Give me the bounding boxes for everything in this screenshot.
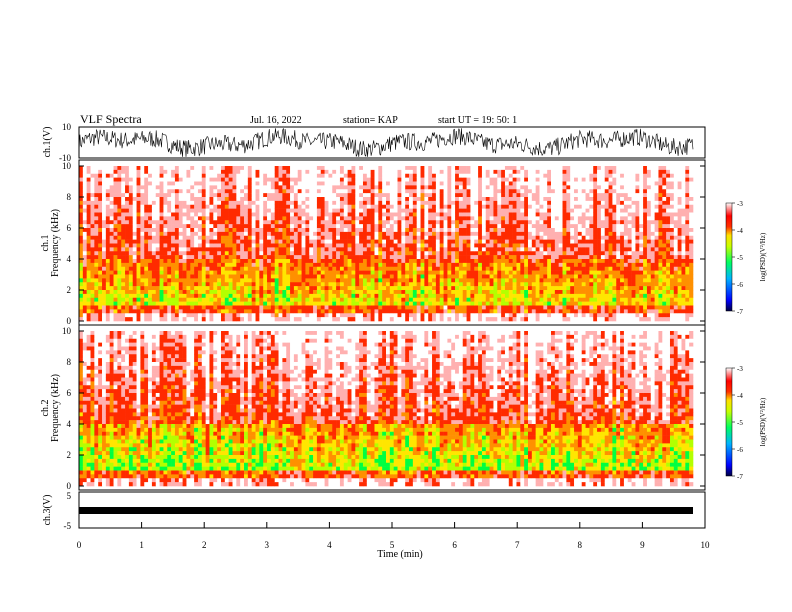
colorbar-ch2: -3 -4 -5 -6 -7 log(PSD)(V²/Hz) xyxy=(725,365,767,481)
ch1-ylabel-channel: ch.1 xyxy=(40,235,51,252)
panel-ch3-waveform: 5 -5 ch.3(V) 0 1 2 3 4 5 6 7 8 9 10 Time (min) xyxy=(42,491,710,560)
spec1ticks-ytick: 10 xyxy=(62,161,72,171)
spec2ticks-ytick: 8 xyxy=(67,357,72,367)
spec2ticks-ytick: 2 xyxy=(67,450,72,460)
colorbar-ch1-label: log(PSD)(V²/Hz) xyxy=(759,232,767,281)
x-tick-label: 0 xyxy=(77,540,82,550)
spec1ticks-ytick: 6 xyxy=(67,223,72,233)
x-tick-label: 1 xyxy=(139,540,144,550)
x-axis-label: Time (min) xyxy=(377,549,422,560)
cb2ticks-tick: -4 xyxy=(737,392,743,400)
x-tick-label: 6 xyxy=(452,540,457,550)
ch3-ytick-top: 5 xyxy=(67,491,72,501)
ch1-ylabel: ch.1(V) xyxy=(42,127,53,158)
ch2-ylabel-frequency: Frequency (kHz) xyxy=(50,374,61,442)
x-tick-label: 7 xyxy=(515,540,520,550)
ch1-ytick-bottom: -10 xyxy=(59,153,71,163)
ch3-waveform-band xyxy=(79,507,693,514)
panel-ch1-waveform: 10 -10 ch.1(V) xyxy=(42,122,706,163)
spec1ticks-ytick: 4 xyxy=(67,254,72,264)
spec2ticks-ytick: 10 xyxy=(62,326,72,336)
colorbar-ch2-label: log(PSD)(V²/Hz) xyxy=(759,397,767,446)
ch1-ylabel-frequency: Frequency (kHz) xyxy=(50,209,61,277)
cb1ticks-tick: -3 xyxy=(737,200,743,208)
cb1ticks-tick: -5 xyxy=(737,254,743,262)
x-tick-label: 8 xyxy=(578,540,583,550)
x-tick-label: 3 xyxy=(265,540,270,550)
header-start-time: start UT = 19: 50: 1 xyxy=(438,115,517,126)
ch2-ylabel-channel: ch.2 xyxy=(40,400,51,417)
x-tick-label: 4 xyxy=(327,540,332,550)
x-tick-label: 10 xyxy=(701,540,711,550)
ch2-spectrogram-image xyxy=(79,331,694,487)
cb2ticks-tick: -3 xyxy=(737,365,743,373)
cb2ticks-tick: -6 xyxy=(737,446,743,454)
spec1ticks-ytick: 2 xyxy=(67,285,72,295)
cb1ticks-tick: -6 xyxy=(737,281,743,289)
cb1ticks-tick: -4 xyxy=(737,227,743,235)
cb2ticks-tick: -5 xyxy=(737,419,743,427)
ch1-spectrogram-image xyxy=(79,166,694,322)
ch1-waveform-line xyxy=(78,128,694,157)
x-tick-label: 5 xyxy=(390,540,395,550)
ch1-ytick-top: 10 xyxy=(62,122,72,132)
spec2ticks-ytick: 4 xyxy=(67,419,72,429)
ch3-ylabel: ch.3(V) xyxy=(42,495,53,526)
spec2ticks-ytick: 6 xyxy=(67,388,72,398)
x-tick-label: 9 xyxy=(640,540,645,550)
cb2ticks-tick: -7 xyxy=(737,473,743,481)
header-station: station= KAP xyxy=(343,115,398,126)
spec2ticks-ytick: 0 xyxy=(67,481,72,491)
ch3-ytick-bottom: -5 xyxy=(64,521,72,531)
colorbar-ch1: -3 -4 -5 -6 -7 log(PSD)(V²/Hz) xyxy=(725,200,767,316)
spec1ticks-ytick: 8 xyxy=(67,192,72,202)
panel-ch2-spectrogram: 0 2 4 6 8 10 ch.2 Frequency (kHz) xyxy=(40,324,706,491)
x-tick-label: 2 xyxy=(202,540,207,550)
figure-title: VLF Spectra xyxy=(80,112,142,126)
cb1ticks-tick: -7 xyxy=(737,308,743,316)
header-date: Jul. 16, 2022 xyxy=(250,115,302,126)
panel-ch1-spectrogram: 0 2 4 6 8 10 ch.1 Frequency (kHz) xyxy=(40,159,706,326)
spec1ticks-ytick: 0 xyxy=(67,316,72,326)
